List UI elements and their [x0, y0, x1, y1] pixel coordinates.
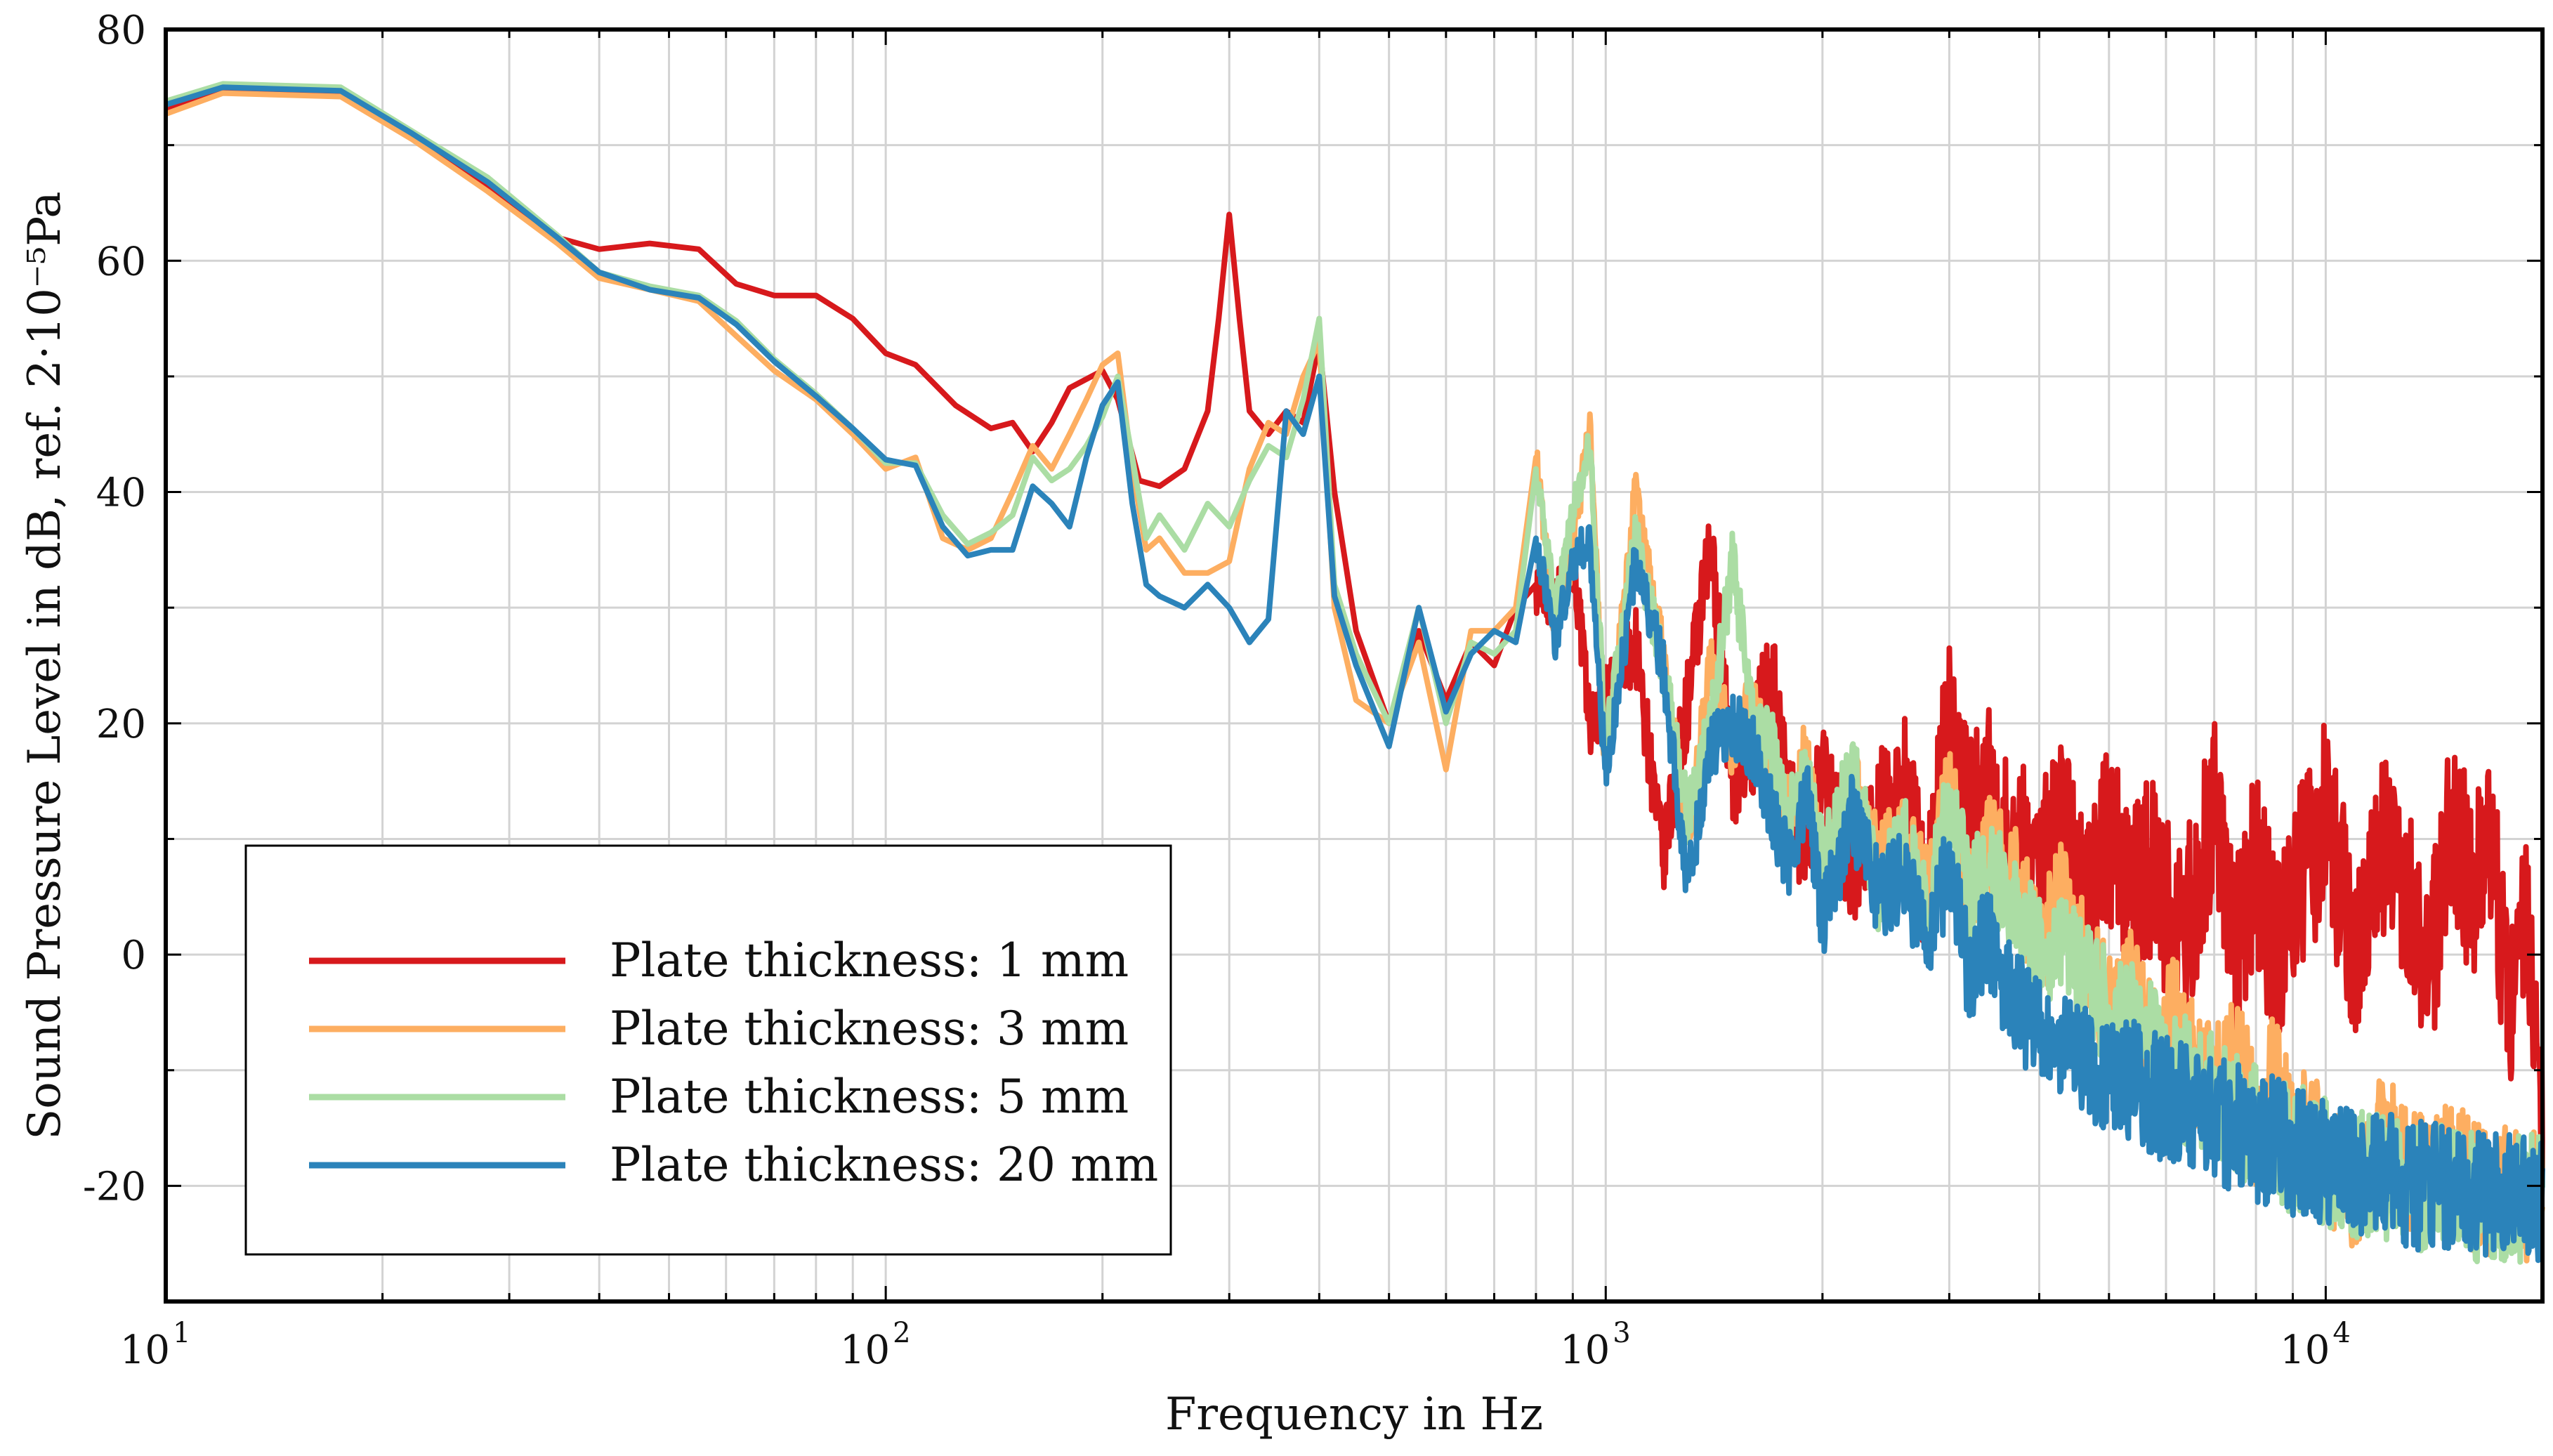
x-tick-label-base: 10	[2280, 1327, 2330, 1373]
x-tick-label: 10 3	[1560, 1317, 1631, 1373]
legend-box	[244, 844, 1172, 1256]
tick-marks	[164, 28, 2544, 1303]
y-tick-labels: -20 0 20 40 60 80	[83, 8, 146, 1209]
y-tick-label: 0	[121, 933, 146, 978]
y-tick-label: 40	[96, 471, 146, 516]
x-tick-label-base: 10	[120, 1327, 170, 1373]
x-axis-label: Frequency in Hz	[1165, 1389, 1543, 1441]
legend-label: Plate thickness: 3 mm	[610, 1002, 1129, 1056]
x-tick-label: 10 2	[840, 1317, 911, 1373]
x-tick-label-base: 10	[840, 1327, 890, 1373]
legend-label: Plate thickness: 20 mm	[610, 1138, 1158, 1192]
y-tick-label: 60	[96, 239, 146, 284]
x-tick-labels: 10 1 10 2 10 3 10 4	[120, 1317, 2351, 1373]
y-tick-label: -20	[83, 1164, 146, 1209]
legend-label: Plate thickness: 5 mm	[610, 1070, 1129, 1124]
x-tick-label-exponent: 4	[2332, 1317, 2350, 1349]
plot-frame	[164, 27, 2545, 1304]
legend: Plate thickness: 1 mm Plate thickness: 3 …	[244, 844, 1172, 1256]
series-line-3	[164, 81, 2545, 1265]
x-tick-label: 10 4	[2280, 1317, 2351, 1373]
y-tick-label: 20	[96, 702, 146, 747]
y-axis-label: Sound Pressure Level in dB, ref. 2·10⁻⁵P…	[19, 191, 71, 1139]
series-line-4	[164, 84, 2545, 1264]
x-tick-label: 10 1	[120, 1317, 191, 1373]
x-tick-label-exponent: 2	[893, 1317, 910, 1349]
x-tick-label-base: 10	[1560, 1327, 1610, 1373]
x-tick-label-exponent: 3	[1613, 1317, 1630, 1349]
x-tick-label-exponent: 1	[173, 1317, 190, 1349]
series-layer	[164, 81, 2545, 1265]
y-tick-label: 80	[96, 8, 146, 53]
legend-label: Plate thickness: 1 mm	[610, 933, 1129, 988]
